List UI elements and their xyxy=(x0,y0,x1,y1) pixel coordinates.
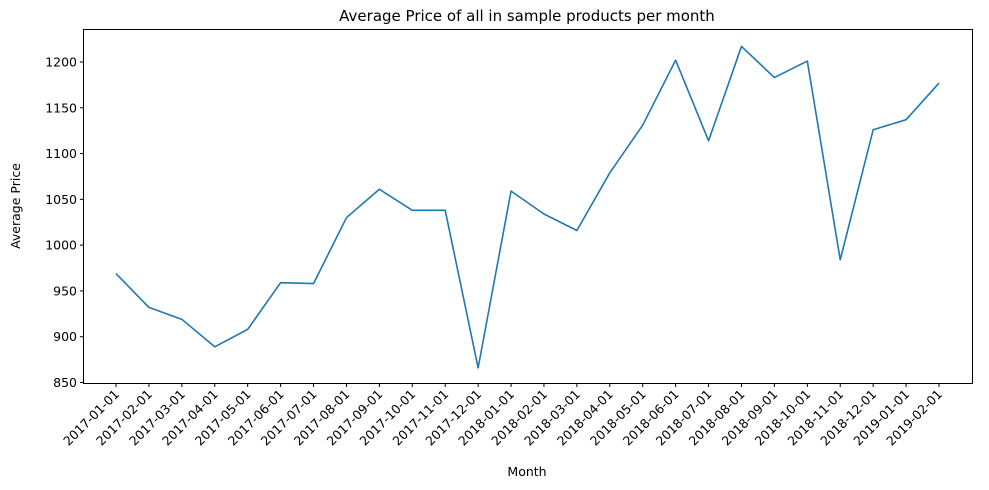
y-tick-label: 900 xyxy=(53,329,77,344)
y-axis: 850 900 950 1000 1050 1100 1150 1200 xyxy=(45,55,84,390)
chart-title: Average Price of all in sample products … xyxy=(339,7,715,25)
plot-frame xyxy=(83,29,973,384)
y-tick-label: 850 xyxy=(53,375,77,390)
series-line xyxy=(115,45,940,369)
y-tick-label: 1100 xyxy=(45,146,77,161)
y-tick-label: 1150 xyxy=(45,100,77,115)
x-axis-title: Month xyxy=(507,464,546,479)
series-layer xyxy=(115,45,940,369)
y-tick-label: 1050 xyxy=(45,192,77,207)
y-tick-label: 1000 xyxy=(45,238,77,253)
y-tick-label: 1200 xyxy=(45,55,77,70)
y-axis-title: Average Price xyxy=(8,163,23,249)
x-axis: 2017-01-012017-02-012017-03-012017-04-01… xyxy=(60,383,945,448)
y-tick-label: 950 xyxy=(53,283,77,298)
